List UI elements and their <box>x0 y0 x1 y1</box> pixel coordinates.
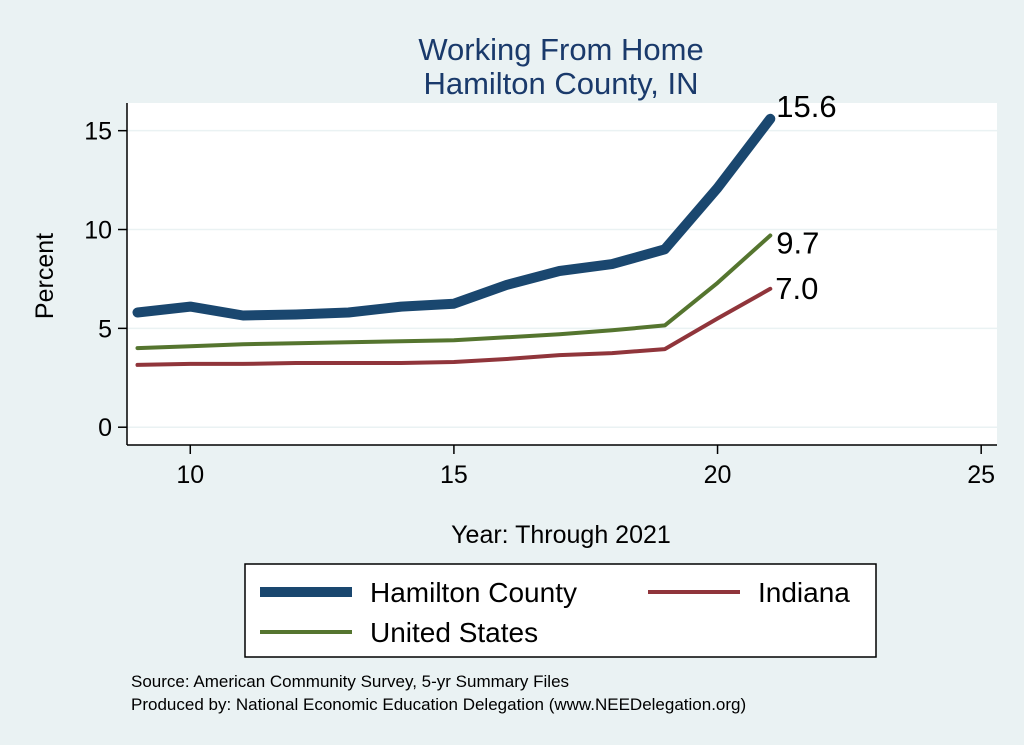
x-tick-label-10: 10 <box>176 461 204 489</box>
x-tick-label-25: 25 <box>967 461 995 489</box>
legend: Hamilton County Indiana United States <box>244 563 877 658</box>
y-tick-label-0: 0 <box>98 414 112 442</box>
x-tick-label-15: 15 <box>440 461 468 489</box>
legend-box <box>244 563 877 658</box>
y-tick-label-10: 10 <box>84 217 112 245</box>
legend-label-united-states: United States <box>370 617 538 648</box>
y-axis-title: Percent <box>31 233 59 319</box>
end-label-indiana: 7.0 <box>775 271 818 306</box>
legend-label-indiana: Indiana <box>758 577 850 608</box>
end-label-united-states: 9.7 <box>776 225 819 260</box>
data-series <box>132 113 776 367</box>
chart-title: Working From Home <box>418 32 703 67</box>
end-label-hamilton-county: 15.6 <box>776 89 836 124</box>
series-line-hamilton-county <box>132 113 776 321</box>
x-tick-label-20: 20 <box>704 461 732 489</box>
source-note: Source: American Community Survey, 5-yr … <box>131 672 569 691</box>
y-tick-label-5: 5 <box>98 315 112 343</box>
x-axis-ticks: 10 15 20 25 <box>176 445 995 489</box>
gridlines <box>127 129 997 428</box>
producer-note: Produced by: National Economic Education… <box>131 695 746 714</box>
y-axis-ticks: 0 5 10 15 <box>84 118 127 442</box>
series-line-indiana <box>135 286 773 367</box>
x-axis-title: Year: Through 2021 <box>451 521 671 549</box>
end-labels: 15.6 7.0 9.7 <box>775 89 836 306</box>
series-line-united-states <box>135 233 773 351</box>
legend-label-hamilton-county: Hamilton County <box>370 577 577 608</box>
y-tick-label-15: 15 <box>84 118 112 146</box>
chart-subtitle: Hamilton County, IN <box>423 66 698 101</box>
